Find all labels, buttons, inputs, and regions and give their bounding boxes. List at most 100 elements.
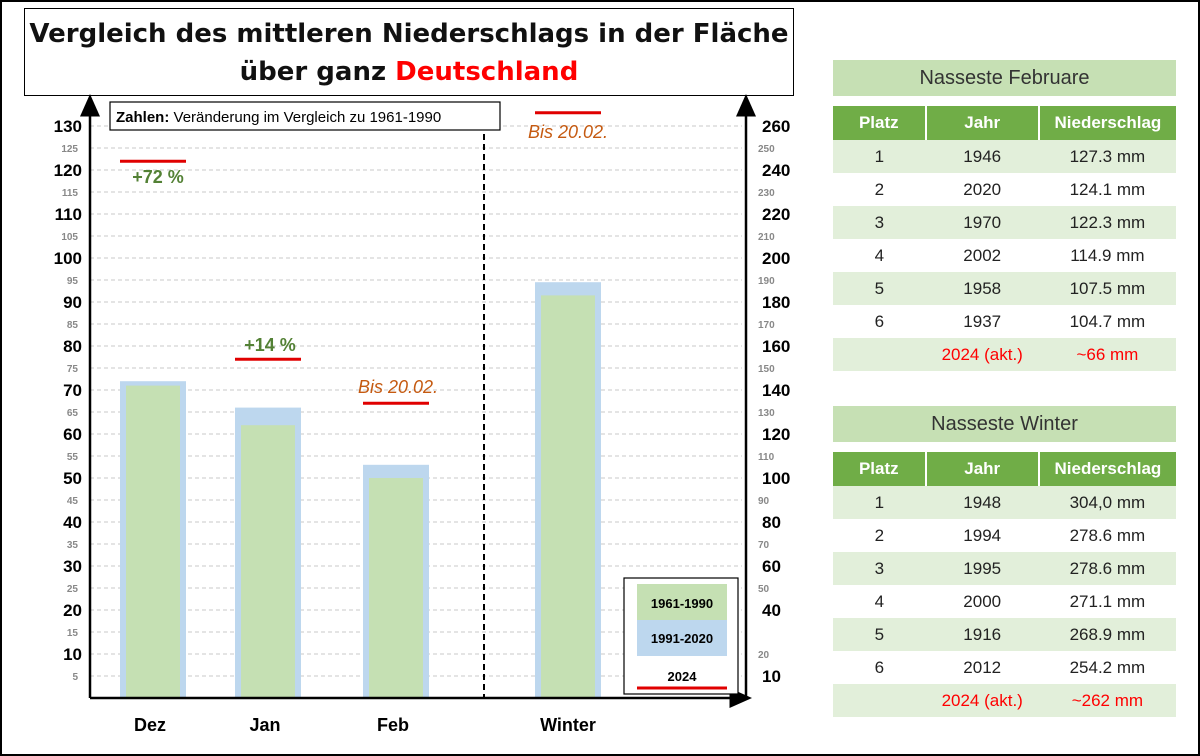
right-tick-label: 200 bbox=[762, 249, 790, 268]
cell-rank bbox=[833, 338, 926, 371]
cell-amount: 278.6 mm bbox=[1038, 552, 1176, 585]
left-tick-label: 40 bbox=[63, 513, 82, 532]
right-tick-label: 10 bbox=[762, 667, 781, 686]
cell-amount: 268.9 mm bbox=[1038, 618, 1176, 651]
cell-year: 1994 bbox=[925, 519, 1039, 552]
annotation-label: Bis 20.02. bbox=[358, 377, 438, 397]
annotation-label: +14 % bbox=[244, 335, 296, 355]
legend-label-1961-1990: 1961-1990 bbox=[651, 596, 713, 611]
cell-amount: 122.3 mm bbox=[1038, 206, 1176, 239]
annotations: +72 % +14 % Bis 20.02. Bis 20.02. bbox=[132, 122, 608, 397]
cell-year: 1946 bbox=[925, 140, 1039, 173]
table-row: 4 2002 114.9 mm bbox=[833, 239, 1176, 272]
table-row: 5 1958 107.5 mm bbox=[833, 272, 1176, 305]
axes bbox=[80, 94, 756, 708]
cell-year: 1916 bbox=[925, 618, 1039, 651]
left-tick-label: 30 bbox=[63, 557, 82, 576]
cell-amount: 104.7 mm bbox=[1038, 305, 1176, 338]
right-tick-label: 80 bbox=[762, 513, 781, 532]
cell-rank: 4 bbox=[833, 585, 926, 618]
category-label: Winter bbox=[540, 715, 596, 735]
cell-amount: 124.1 mm bbox=[1038, 173, 1176, 206]
left-tick-label: 90 bbox=[63, 293, 82, 312]
left-minor-tick-label: 115 bbox=[62, 188, 79, 199]
cell-amount: 278.6 mm bbox=[1038, 519, 1176, 552]
cell-rank: 2 bbox=[833, 519, 926, 552]
annotation-box: Zahlen: Veränderung im Vergleich zu 1961… bbox=[109, 101, 501, 131]
legend-swatch-1991-2020 bbox=[637, 620, 727, 656]
bar-1961-1990 bbox=[541, 295, 595, 698]
annotation-label-bold: Zahlen: bbox=[116, 109, 169, 126]
annotation-label: Bis 20.02. bbox=[528, 122, 608, 142]
annotation-label: +72 % bbox=[132, 167, 184, 187]
right-tick-label: 40 bbox=[762, 601, 781, 620]
table-row-current: 2024 (akt.) ~66 mm bbox=[833, 338, 1176, 371]
cell-year: 2000 bbox=[925, 585, 1039, 618]
legend-label-1991-2020: 1991-2020 bbox=[651, 631, 713, 646]
left-tick-label: 20 bbox=[63, 601, 82, 620]
table-row: 6 2012 254.2 mm bbox=[833, 651, 1176, 684]
cell-year: 1937 bbox=[925, 305, 1039, 338]
tick-labels: 10 20 30 40 50 60 70 80 90 100 110 120 130 5 15 25 35 45 5… bbox=[54, 117, 791, 686]
title-box: Vergleich des mittleren Niederschlags in… bbox=[24, 8, 794, 96]
legend-swatch-1961-1990 bbox=[637, 584, 727, 620]
left-minor-tick-label: 35 bbox=[67, 540, 79, 551]
table-row: 3 1995 278.6 mm bbox=[833, 552, 1176, 585]
right-minor-tick-label: 110 bbox=[758, 452, 775, 463]
cell-rank: 1 bbox=[833, 140, 926, 173]
cell-rank: 6 bbox=[833, 305, 926, 338]
title-prefix: über ganz bbox=[239, 57, 387, 87]
cell-rank: 5 bbox=[833, 272, 926, 305]
left-tick-label: 130 bbox=[54, 117, 82, 136]
left-minor-tick-label: 85 bbox=[67, 320, 79, 331]
table-row-current: 2024 (akt.) ~262 mm bbox=[833, 684, 1176, 717]
left-tick-label: 80 bbox=[63, 337, 82, 356]
cell-rank: 2 bbox=[833, 173, 926, 206]
right-minor-tick-label: 20 bbox=[758, 650, 770, 661]
cell-amount: 254.2 mm bbox=[1038, 651, 1176, 684]
column-header-platz: Platz bbox=[833, 452, 927, 486]
left-tick-label: 60 bbox=[63, 425, 82, 444]
right-tick-label: 220 bbox=[762, 205, 790, 224]
title-highlight: Deutschland bbox=[395, 57, 579, 87]
cell-rank: 3 bbox=[833, 206, 926, 239]
right-tick-label: 180 bbox=[762, 293, 790, 312]
cell-amount: ~262 mm bbox=[1038, 684, 1176, 717]
cell-rank bbox=[833, 684, 926, 717]
svg-text:Zahlen: Veränderung im Verglei: Zahlen: Veränderung im Vergleich zu 1961… bbox=[116, 109, 441, 126]
right-tick-label: 120 bbox=[762, 425, 790, 444]
cell-year: 2012 bbox=[925, 651, 1039, 684]
left-minor-tick-label: 15 bbox=[67, 628, 79, 639]
left-tick-label: 100 bbox=[54, 249, 82, 268]
right-tick-label: 260 bbox=[762, 117, 790, 136]
left-minor-tick-label: 125 bbox=[61, 144, 78, 155]
right-tick-label: 100 bbox=[762, 469, 790, 488]
table-wettest-winters: Nasseste Winter Platz Jahr Niederschlag … bbox=[833, 406, 1176, 717]
cell-rank: 4 bbox=[833, 239, 926, 272]
category-labels: Dez Jan Feb Winter bbox=[134, 715, 596, 735]
column-header-niederschlag: Niederschlag bbox=[1038, 106, 1176, 140]
right-minor-tick-label: 130 bbox=[758, 408, 775, 419]
right-minor-tick-label: 50 bbox=[758, 584, 770, 595]
table-title: Nasseste Februare bbox=[833, 60, 1176, 96]
left-minor-tick-label: 75 bbox=[67, 364, 79, 375]
table-wettest-februaries: Nasseste Februare Platz Jahr Niederschla… bbox=[833, 60, 1176, 371]
cell-rank: 3 bbox=[833, 552, 926, 585]
cell-year: 2024 (akt.) bbox=[925, 338, 1039, 371]
right-minor-tick-label: 210 bbox=[758, 232, 775, 243]
table-row: 2 1994 278.6 mm bbox=[833, 519, 1176, 552]
cell-rank: 1 bbox=[833, 486, 926, 519]
left-minor-tick-label: 95 bbox=[67, 276, 79, 287]
table-row: 2 2020 124.1 mm bbox=[833, 173, 1176, 206]
cell-rank: 5 bbox=[833, 618, 926, 651]
cell-amount: 127.3 mm bbox=[1038, 140, 1176, 173]
markers-2024 bbox=[120, 111, 601, 405]
left-tick-label: 10 bbox=[63, 645, 82, 664]
column-header-niederschlag: Niederschlag bbox=[1038, 452, 1176, 486]
cell-year: 1995 bbox=[925, 552, 1039, 585]
right-tick-label: 160 bbox=[762, 337, 790, 356]
cell-year: 2024 (akt.) bbox=[925, 684, 1039, 717]
right-minor-tick-label: 230 bbox=[758, 188, 775, 199]
cell-year: 1948 bbox=[925, 486, 1039, 519]
